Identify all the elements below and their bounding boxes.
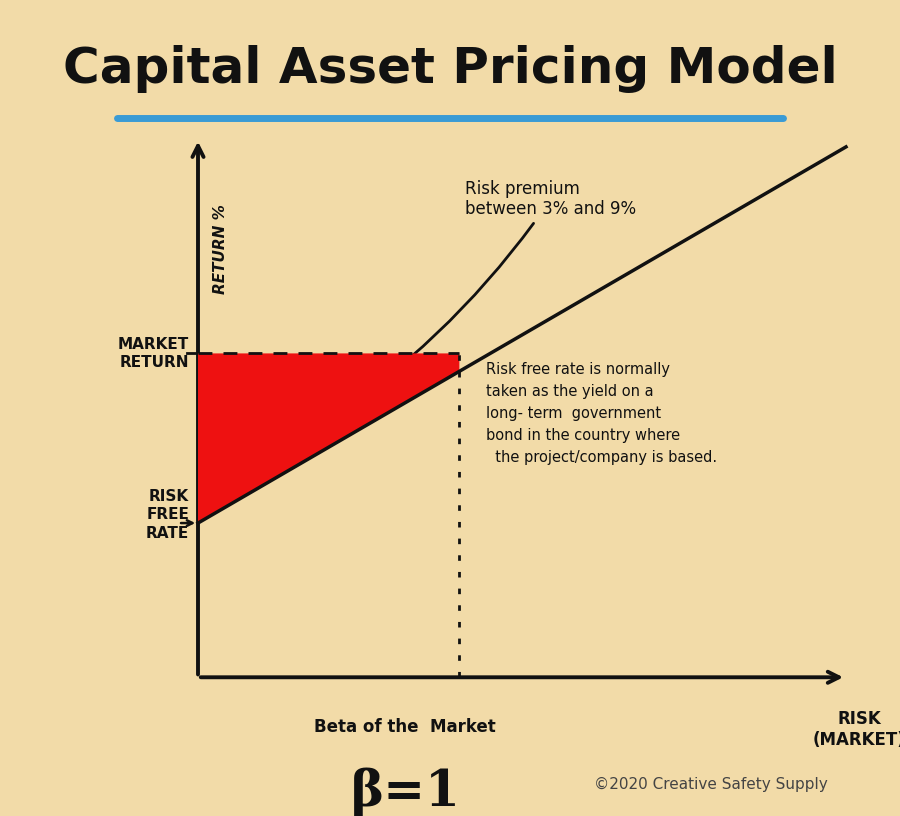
Text: Risk premium
between 3% and 9%: Risk premium between 3% and 9% — [321, 180, 636, 425]
Text: RISK
FREE
RATE: RISK FREE RATE — [146, 489, 189, 541]
Text: Risk free rate is normally
taken as the yield on a
long- term  government
bond i: Risk free rate is normally taken as the … — [486, 361, 717, 465]
Text: β=1: β=1 — [350, 767, 460, 816]
Text: MARKET
RETURN: MARKET RETURN — [118, 337, 189, 370]
Text: ©2020 Creative Safety Supply: ©2020 Creative Safety Supply — [594, 777, 828, 792]
Text: RETURN %: RETURN % — [213, 204, 228, 294]
Text: Beta of the  Market: Beta of the Market — [314, 718, 496, 736]
Polygon shape — [198, 353, 459, 523]
Text: RISK
(MARKET): RISK (MARKET) — [813, 710, 900, 749]
Text: Capital Asset Pricing Model: Capital Asset Pricing Model — [63, 46, 837, 93]
